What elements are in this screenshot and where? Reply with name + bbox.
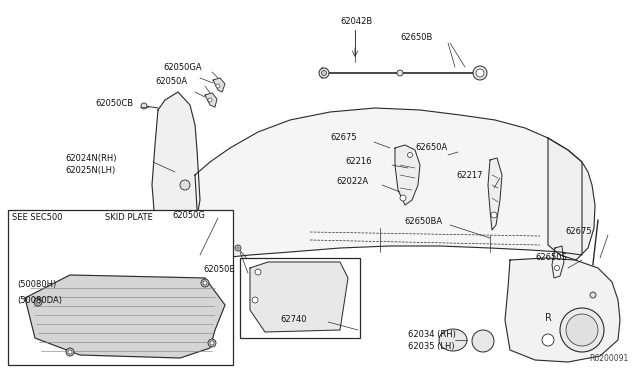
Circle shape bbox=[193, 264, 200, 272]
Circle shape bbox=[36, 300, 40, 304]
Circle shape bbox=[208, 98, 212, 102]
Circle shape bbox=[560, 308, 604, 352]
Circle shape bbox=[203, 281, 207, 285]
Text: 62217: 62217 bbox=[456, 170, 483, 180]
Circle shape bbox=[208, 339, 216, 347]
Circle shape bbox=[141, 103, 147, 109]
Polygon shape bbox=[250, 262, 348, 332]
Polygon shape bbox=[395, 145, 420, 205]
Circle shape bbox=[542, 334, 554, 346]
Circle shape bbox=[252, 297, 258, 303]
Circle shape bbox=[195, 266, 198, 269]
Text: 62025N(LH): 62025N(LH) bbox=[65, 166, 115, 174]
Circle shape bbox=[476, 69, 484, 77]
Circle shape bbox=[319, 68, 329, 78]
Text: 62050A: 62050A bbox=[155, 77, 187, 87]
Text: 62050GA: 62050GA bbox=[163, 64, 202, 73]
Circle shape bbox=[237, 247, 239, 249]
Polygon shape bbox=[205, 93, 217, 107]
Circle shape bbox=[201, 279, 209, 287]
Circle shape bbox=[68, 350, 72, 354]
Text: 62650B: 62650B bbox=[400, 33, 433, 42]
Text: 62675: 62675 bbox=[565, 228, 591, 237]
Circle shape bbox=[566, 314, 598, 346]
Polygon shape bbox=[25, 275, 225, 358]
Bar bbox=[8, 210, 233, 365]
Text: 62740: 62740 bbox=[280, 315, 307, 324]
Circle shape bbox=[491, 212, 497, 218]
Text: 62034 (RH): 62034 (RH) bbox=[408, 330, 456, 340]
Text: 62050E: 62050E bbox=[203, 266, 235, 275]
Polygon shape bbox=[152, 92, 200, 242]
Text: SKID PLATE: SKID PLATE bbox=[105, 214, 153, 222]
Circle shape bbox=[397, 70, 403, 76]
Text: 62650BA: 62650BA bbox=[404, 218, 442, 227]
Polygon shape bbox=[488, 158, 502, 230]
Text: 62050CB: 62050CB bbox=[95, 99, 133, 108]
Circle shape bbox=[180, 180, 190, 190]
Circle shape bbox=[400, 195, 406, 201]
Circle shape bbox=[321, 71, 326, 76]
Text: 62042B: 62042B bbox=[340, 17, 372, 26]
Polygon shape bbox=[552, 246, 564, 278]
Text: 62050G: 62050G bbox=[172, 212, 205, 221]
Polygon shape bbox=[195, 108, 582, 260]
Polygon shape bbox=[213, 78, 225, 92]
Text: 62650A: 62650A bbox=[415, 144, 447, 153]
Polygon shape bbox=[505, 258, 620, 362]
Circle shape bbox=[255, 269, 261, 275]
Circle shape bbox=[554, 266, 559, 270]
Circle shape bbox=[472, 330, 494, 352]
Text: 62022A: 62022A bbox=[336, 177, 368, 186]
Circle shape bbox=[66, 348, 74, 356]
Circle shape bbox=[473, 66, 487, 80]
Text: R: R bbox=[545, 313, 552, 323]
Text: 62035 (LH): 62035 (LH) bbox=[408, 343, 454, 352]
Polygon shape bbox=[548, 138, 595, 260]
Circle shape bbox=[590, 292, 596, 298]
Text: 62024N(RH): 62024N(RH) bbox=[65, 154, 116, 163]
Text: (50080DA): (50080DA) bbox=[17, 295, 62, 305]
Text: 62675: 62675 bbox=[330, 134, 356, 142]
Text: 62650S: 62650S bbox=[535, 253, 567, 263]
Circle shape bbox=[216, 84, 220, 88]
Circle shape bbox=[408, 153, 413, 157]
Text: (50080H): (50080H) bbox=[17, 280, 56, 289]
Circle shape bbox=[210, 341, 214, 345]
Circle shape bbox=[235, 245, 241, 251]
Text: SEE SEC500: SEE SEC500 bbox=[12, 214, 63, 222]
Circle shape bbox=[34, 298, 42, 306]
Text: R6200091: R6200091 bbox=[589, 354, 628, 363]
Bar bbox=[240, 258, 360, 338]
Text: 62216: 62216 bbox=[345, 157, 371, 167]
Ellipse shape bbox=[439, 329, 467, 351]
